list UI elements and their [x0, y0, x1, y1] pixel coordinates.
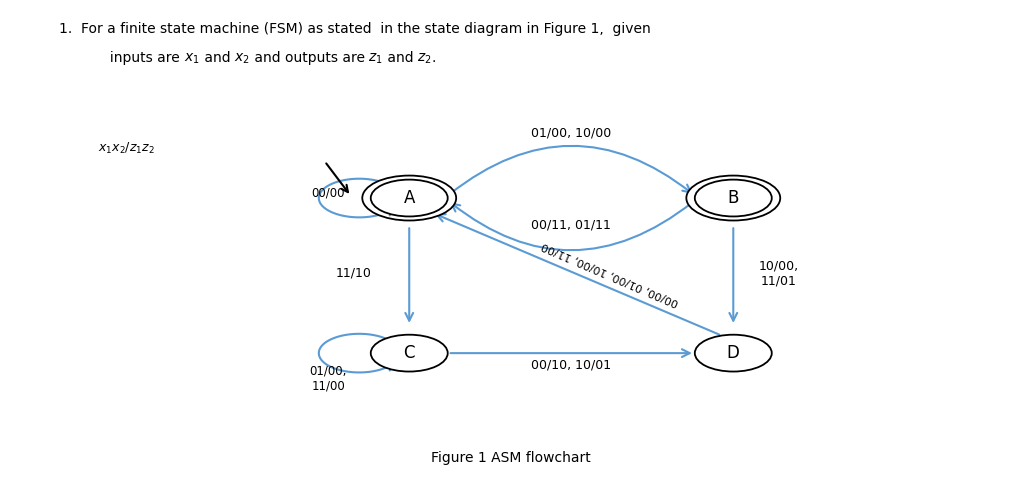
Text: 00/00: 00/00 [311, 186, 345, 199]
Ellipse shape [371, 179, 448, 216]
Text: $z_2$: $z_2$ [418, 51, 432, 66]
Text: Figure 1 ASM flowchart: Figure 1 ASM flowchart [431, 451, 590, 464]
Text: B: B [728, 189, 739, 207]
Text: D: D [727, 344, 740, 362]
Text: $z_1$: $z_1$ [369, 51, 383, 66]
Text: 00/00, 01/00, 10/00, 11/00: 00/00, 01/00, 10/00, 11/00 [540, 240, 681, 308]
Text: C: C [403, 344, 415, 362]
Ellipse shape [695, 335, 772, 372]
Text: $x_1x_2/z_1z_2$: $x_1x_2/z_1z_2$ [98, 141, 154, 156]
Ellipse shape [695, 179, 772, 216]
Text: 11/10: 11/10 [336, 267, 372, 280]
Text: A: A [403, 189, 415, 207]
Text: inputs are: inputs are [89, 51, 185, 66]
Text: 01/00,
11/00: 01/00, 11/00 [309, 364, 347, 392]
Text: $x_2$: $x_2$ [234, 51, 250, 66]
Text: .: . [432, 51, 436, 66]
Ellipse shape [371, 335, 448, 372]
Text: 01/00, 10/00: 01/00, 10/00 [531, 126, 612, 139]
Text: and: and [383, 51, 418, 66]
Ellipse shape [362, 176, 456, 220]
Text: 1.  For a finite state machine (FSM) as stated  in the state diagram in Figure 1: 1. For a finite state machine (FSM) as s… [59, 22, 650, 36]
Text: 10/00,
11/01: 10/00, 11/01 [759, 259, 798, 287]
Text: and: and [199, 51, 235, 66]
Text: and outputs are: and outputs are [250, 51, 370, 66]
Text: 00/10, 10/01: 00/10, 10/01 [531, 359, 612, 372]
Text: $x_1$: $x_1$ [184, 51, 200, 66]
Ellipse shape [686, 176, 780, 220]
Text: 00/11, 01/11: 00/11, 01/11 [531, 218, 612, 231]
